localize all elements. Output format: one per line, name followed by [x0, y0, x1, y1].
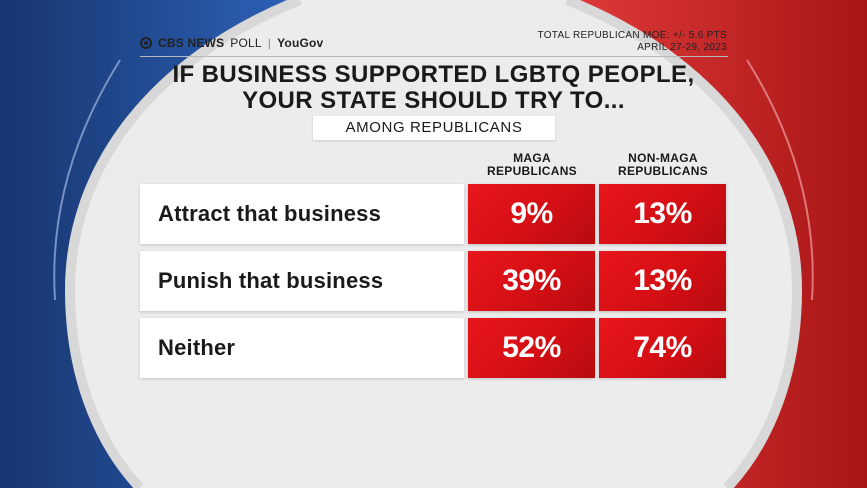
chart-subtitle: AMONG REPUBLICANS	[313, 116, 555, 140]
column-header-line-2: REPUBLICANS	[487, 164, 577, 178]
poll-meta: TOTAL REPUBLICAN MOE: +/- 5.6 PTS APRIL …	[538, 30, 728, 54]
title-line-2: YOUR STATE SHOULD TRY TO...	[242, 87, 625, 114]
value-cell-attract-non-maga: 13%	[599, 184, 726, 244]
column-header-line-1: NON-MAGA	[628, 151, 698, 165]
value-cell-attract-maga: 9%	[468, 184, 595, 244]
column-header-non-maga: NON-MAGA REPUBLICANS	[599, 152, 727, 178]
row-label-punish: Punish that business	[140, 251, 464, 311]
brand-separator: |	[267, 36, 272, 50]
value-cell-neither-maga: 52%	[468, 318, 595, 378]
value-cell-neither-non-maga: 74%	[599, 318, 726, 378]
brand-poll: POLL	[230, 36, 262, 50]
header-divider	[140, 56, 728, 57]
value-cell-punish-non-maga: 13%	[599, 251, 726, 311]
row-label-attract: Attract that business	[140, 184, 464, 244]
poll-dates: APRIL 27-29, 2023	[637, 42, 727, 53]
row-label-neither: Neither	[140, 318, 464, 378]
column-header-maga: MAGA REPUBLICANS	[468, 152, 596, 178]
chart-title: IF BUSINESS SUPPORTED LGBTQ PEOPLE, YOUR…	[0, 62, 867, 114]
column-header-line-2: REPUBLICANS	[618, 164, 708, 178]
value-cell-punish-maga: 39%	[468, 251, 595, 311]
margin-of-error: TOTAL REPUBLICAN MOE: +/- 5.6 PTS	[537, 30, 727, 41]
brand-partner: YouGov	[277, 36, 324, 50]
cbs-eye-icon	[140, 37, 152, 49]
cbs-yougov-logo: CBS NEWS POLL | YouGov	[140, 36, 323, 50]
title-line-1: IF BUSINESS SUPPORTED LGBTQ PEOPLE,	[172, 61, 695, 88]
brand-main: CBS NEWS	[158, 36, 225, 50]
column-header-line-1: MAGA	[513, 151, 551, 165]
